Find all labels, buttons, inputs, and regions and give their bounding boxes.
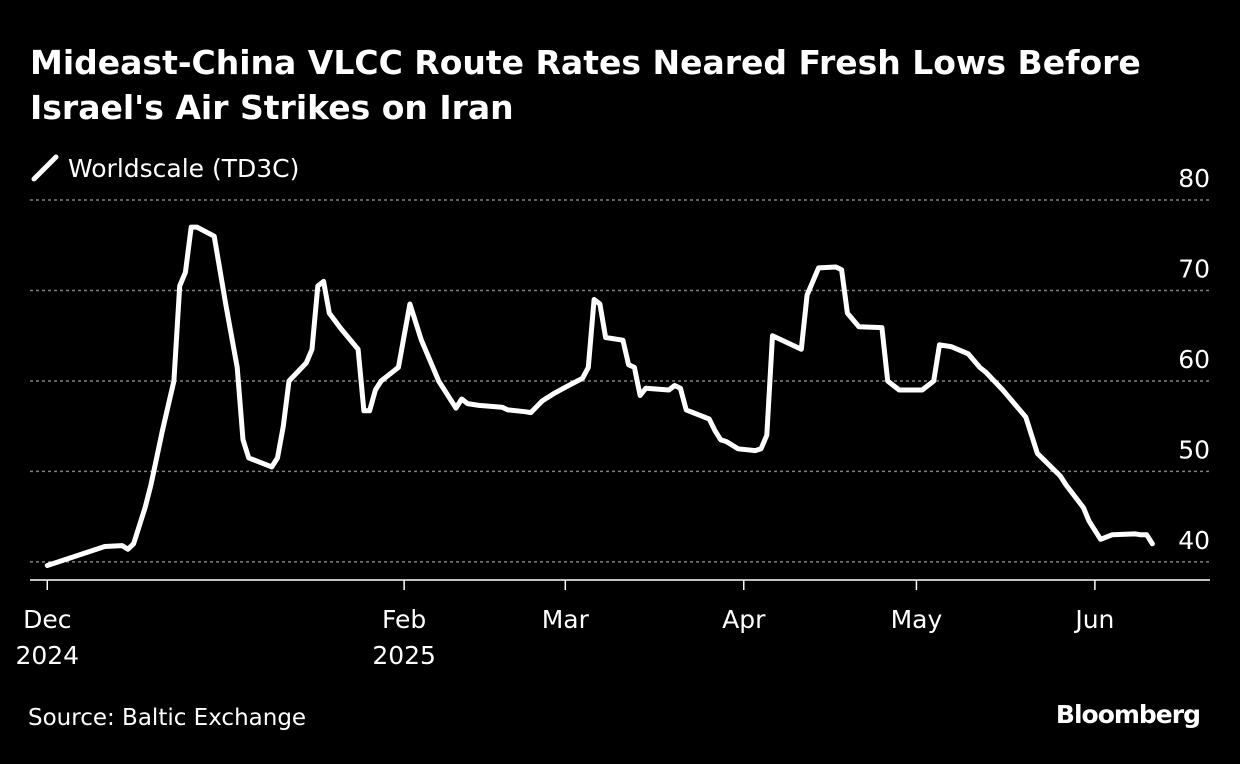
y-axis-labels: 40 50 60 70 80	[1178, 164, 1210, 555]
bloomberg-logo: Bloomberg	[1055, 700, 1201, 729]
x-tick-label: May	[891, 605, 943, 634]
y-tick-label: 50	[1178, 435, 1210, 464]
source-note: Source: Baltic Exchange	[28, 705, 307, 731]
x-tick-label: Feb	[382, 605, 426, 634]
x-tick-sublabel: 2024	[15, 641, 79, 670]
y-tick-label: 40	[1178, 526, 1210, 555]
grid-lines	[30, 199, 1210, 563]
legend-label: Worldscale (TD3C)	[68, 153, 300, 183]
line-swatch-icon	[31, 154, 59, 182]
y-tick-label: 80	[1178, 164, 1210, 193]
legend: Worldscale (TD3C)	[30, 150, 299, 186]
x-tick-label: Jun	[1073, 605, 1114, 634]
x-tick-label: Apr	[722, 605, 766, 634]
x-tick-sublabel: 2025	[372, 641, 436, 670]
x-tick-label: Dec	[23, 605, 71, 634]
y-tick-label: 70	[1178, 254, 1210, 283]
series-layer	[44, 224, 1155, 568]
x-tick-label: Mar	[542, 605, 590, 634]
x-axis-labels: Dec 2024 Feb 2025 Mar Apr May Jun	[15, 605, 1114, 670]
x-axis	[30, 579, 1210, 590]
series-line-worldscale	[44, 224, 1155, 568]
y-tick-label: 60	[1178, 345, 1210, 374]
chart-title: Mideast-China VLCC Route Rates Neared Fr…	[30, 43, 1141, 127]
